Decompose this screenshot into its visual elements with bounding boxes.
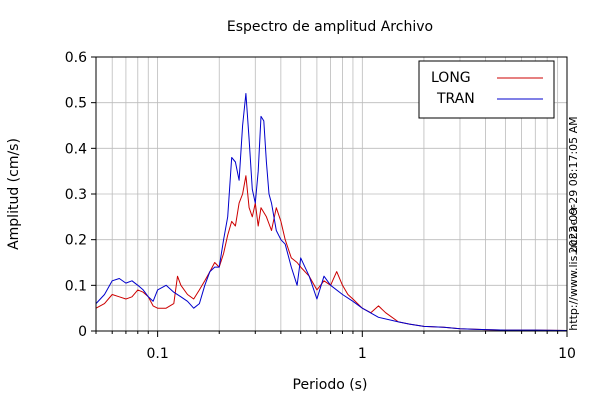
y-axis-label: Amplitud (cm/s) — [6, 138, 22, 250]
axis-ticks: 0 0.1 0.2 0.3 0.4 0.5 0.6 0.1 1 10 — [65, 50, 576, 362]
y-tick-label: 0.4 — [65, 141, 87, 157]
legend-box — [418, 60, 555, 119]
x-tick-label: 10 — [558, 346, 576, 362]
y-tick-label: 0.2 — [65, 233, 87, 249]
y-tick-label: 0.5 — [65, 96, 87, 112]
y-tick-label: 0.1 — [65, 278, 87, 294]
series-lines — [95, 93, 568, 331]
y-tick-label: 0.3 — [65, 187, 87, 203]
chart-title: Espectro de amplitud Archivo — [227, 19, 433, 35]
x-tick-label: 0.1 — [146, 346, 168, 362]
x-tick-label: 1 — [358, 346, 367, 362]
x-axis-label: Periodo (s) — [293, 377, 368, 393]
y-tick-label: 0 — [78, 324, 87, 340]
legend-label-long: LONG — [431, 70, 471, 86]
y-tick-label: 0.6 — [65, 50, 87, 66]
source-url-label: http://www.lis.ucr.ac.cr — [567, 205, 580, 331]
series-line-tran — [95, 93, 568, 331]
legend-label-tran: TRAN — [436, 91, 475, 107]
legend: LONG TRAN — [418, 60, 555, 119]
timestamp-label: 2022-09-29 08:17:05 AM — [567, 116, 580, 253]
